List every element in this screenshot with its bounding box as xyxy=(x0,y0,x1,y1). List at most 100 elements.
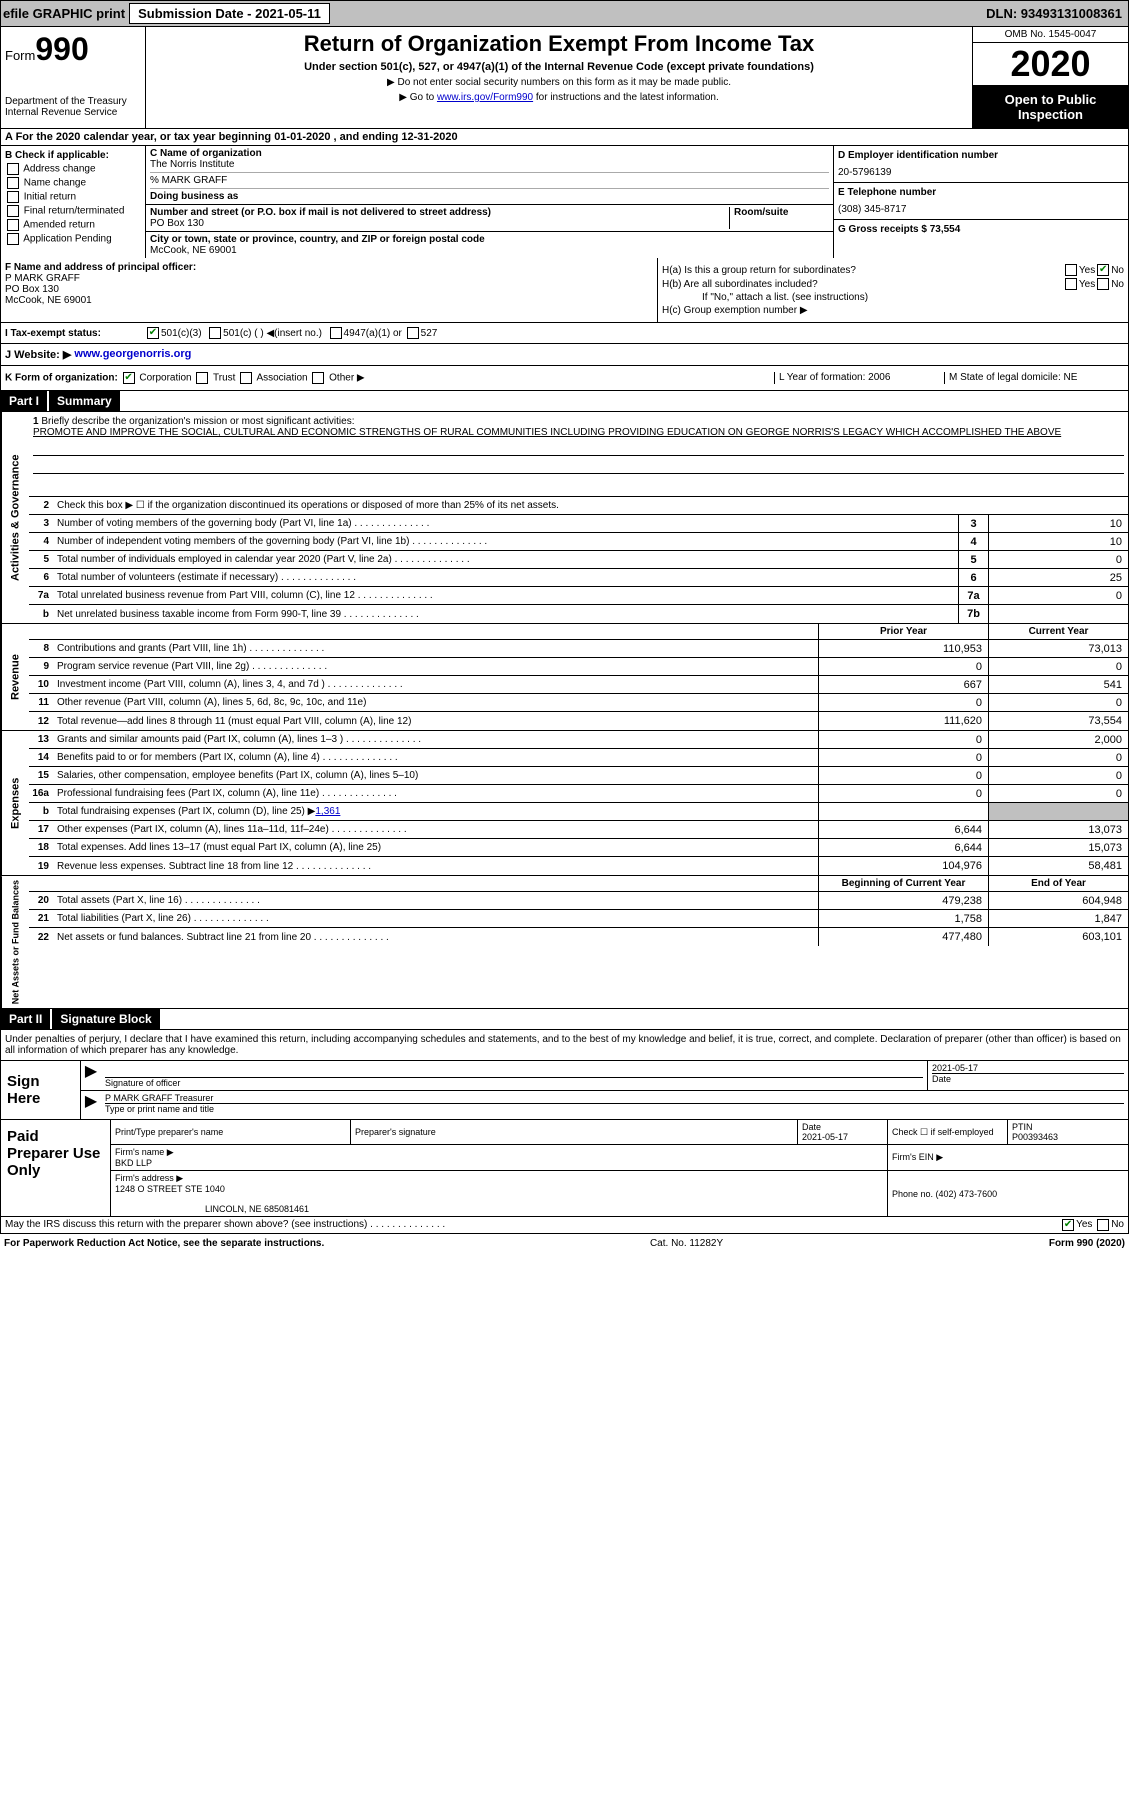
v7a: 0 xyxy=(988,587,1128,604)
p22: 477,480 xyxy=(818,928,988,946)
phone-value: (308) 345-8717 xyxy=(838,204,1124,215)
sig-officer-label: Signature of officer xyxy=(105,1077,923,1088)
p17: 6,644 xyxy=(818,821,988,838)
p10: 667 xyxy=(818,676,988,693)
org-city: McCook, NE 69001 xyxy=(150,245,829,256)
irs-label: Internal Revenue Service xyxy=(5,107,141,118)
row-klm: K Form of organization: Corporation Trus… xyxy=(0,366,1129,391)
header-left: Form990 Department of the Treasury Inter… xyxy=(1,27,146,128)
m-state-domicile: M State of legal domicile: NE xyxy=(944,372,1124,384)
officer-name-title: P MARK GRAFF Treasurer xyxy=(105,1093,1124,1103)
line5: Total number of individuals employed in … xyxy=(53,552,958,567)
chk-trust[interactable] xyxy=(196,372,208,384)
summary-expenses: Expenses 13Grants and similar amounts pa… xyxy=(0,731,1129,876)
vtab-revenue: Revenue xyxy=(1,624,29,730)
sign-here-label: Sign Here xyxy=(1,1061,81,1119)
p9: 0 xyxy=(818,658,988,675)
chk-4947[interactable] xyxy=(330,327,342,339)
line4: Number of independent voting members of … xyxy=(53,534,958,549)
chk-address-change[interactable]: Address change xyxy=(5,163,141,175)
row-a-period: A For the 2020 calendar year, or tax yea… xyxy=(0,129,1129,146)
row-i-tax-status: I Tax-exempt status: 501(c)(3) 501(c) ( … xyxy=(0,323,1129,344)
discuss-label: May the IRS discuss this return with the… xyxy=(5,1219,1060,1231)
omb-number: OMB No. 1545-0047 xyxy=(973,27,1128,43)
i-label: I Tax-exempt status: xyxy=(5,328,145,339)
summary-ag: Activities & Governance 1 Briefly descri… xyxy=(0,412,1129,624)
sig-date: 2021-05-17 xyxy=(932,1063,1124,1073)
firm-addr: 1248 O STREET STE 1040 xyxy=(115,1184,883,1194)
ha-no[interactable] xyxy=(1097,264,1109,276)
p20: 479,238 xyxy=(818,892,988,909)
f-label: F Name and address of principal officer: xyxy=(5,262,653,273)
c20: 604,948 xyxy=(988,892,1128,909)
c10: 541 xyxy=(988,676,1128,693)
line13: Grants and similar amounts paid (Part IX… xyxy=(53,732,818,747)
prep-date: 2021-05-17 xyxy=(802,1132,883,1142)
top-bar: efile GRAPHIC print Submission Date - 20… xyxy=(0,0,1129,27)
c19: 58,481 xyxy=(988,857,1128,875)
line7b: Net unrelated business taxable income fr… xyxy=(53,607,958,622)
c22: 603,101 xyxy=(988,928,1128,946)
officer-addr1: PO Box 130 xyxy=(5,284,653,295)
hb-note: If "No," attach a list. (see instruction… xyxy=(662,292,1124,303)
chk-amended-return[interactable]: Amended return xyxy=(5,219,141,231)
chk-application-pending[interactable]: Application Pending xyxy=(5,233,141,245)
k-label: K Form of organization: xyxy=(5,373,118,384)
chk-corp[interactable] xyxy=(123,372,135,384)
chk-name-change[interactable]: Name change xyxy=(5,177,141,189)
line14: Benefits paid to or for members (Part IX… xyxy=(53,750,818,765)
line17: Other expenses (Part IX, column (A), lin… xyxy=(53,822,818,837)
hb-no[interactable] xyxy=(1097,278,1109,290)
arrow-icon: ▶ xyxy=(81,1091,101,1116)
officer-name: P MARK GRAFF xyxy=(5,273,653,284)
line9: Program service revenue (Part VIII, line… xyxy=(53,659,818,674)
ein-value: 20-5796139 xyxy=(838,167,1124,178)
print-name-label: Print/Type preparer's name xyxy=(111,1120,351,1144)
chk-other[interactable] xyxy=(312,372,324,384)
b-label: B Check if applicable: xyxy=(5,150,141,161)
prep-sig-label: Preparer's signature xyxy=(351,1120,798,1144)
discuss-no[interactable] xyxy=(1097,1219,1109,1231)
c9: 0 xyxy=(988,658,1128,675)
self-employed-check[interactable]: Check ☐ if self-employed xyxy=(888,1120,1008,1144)
discuss-yes[interactable] xyxy=(1062,1219,1074,1231)
efile-label: efile GRAPHIC print xyxy=(3,6,125,21)
firm-name-label: Firm's name ▶ xyxy=(115,1147,883,1158)
submission-date: Submission Date - 2021-05-11 xyxy=(129,3,330,24)
footer-discuss: May the IRS discuss this return with the… xyxy=(0,1217,1129,1234)
line3: Number of voting members of the governin… xyxy=(53,516,958,531)
chk-501c[interactable] xyxy=(209,327,221,339)
irs-link[interactable]: www.irs.gov/Form990 xyxy=(437,92,533,103)
chk-initial-return[interactable]: Initial return xyxy=(5,191,141,203)
ptin-label: PTIN xyxy=(1012,1122,1124,1132)
org-address: PO Box 130 xyxy=(150,218,729,229)
open-to-public: Open to Public Inspection xyxy=(973,86,1128,128)
firm-addr-label: Firm's address ▶ xyxy=(115,1173,883,1184)
part2-bar: Part IISignature Block xyxy=(0,1009,1129,1030)
part2-title: Signature Block xyxy=(52,1009,159,1029)
city-label: City or town, state or province, country… xyxy=(150,234,829,245)
header-right: OMB No. 1545-0047 2020 Open to Public In… xyxy=(973,27,1128,128)
firm-ein-label: Firm's EIN ▶ xyxy=(888,1145,1128,1170)
ha-yes[interactable] xyxy=(1065,264,1077,276)
sig-date-label: Date xyxy=(932,1073,1124,1084)
hb-yes[interactable] xyxy=(1065,278,1077,290)
p12: 111,620 xyxy=(818,712,988,730)
cat-no: Cat. No. 11282Y xyxy=(324,1238,1049,1249)
chk-assoc[interactable] xyxy=(240,372,252,384)
v5: 0 xyxy=(988,551,1128,568)
j-label: J Website: ▶ xyxy=(5,348,71,361)
row-fh: F Name and address of principal officer:… xyxy=(0,258,1129,323)
v7b xyxy=(988,605,1128,623)
form-header: Form990 Department of the Treasury Inter… xyxy=(0,27,1129,129)
line19: Revenue less expenses. Subtract line 18 … xyxy=(53,859,818,874)
form-subtitle: Under section 501(c), 527, or 4947(a)(1)… xyxy=(150,61,968,73)
hc-label: H(c) Group exemption number ▶ xyxy=(662,305,1124,316)
line16a: Professional fundraising fees (Part IX, … xyxy=(53,786,818,801)
dept-label: Department of the Treasury xyxy=(5,96,141,107)
v6: 25 xyxy=(988,569,1128,586)
chk-527[interactable] xyxy=(407,327,419,339)
chk-501c3[interactable] xyxy=(147,327,159,339)
website-link[interactable]: www.georgenorris.org xyxy=(74,348,191,361)
chk-final-return[interactable]: Final return/terminated xyxy=(5,205,141,217)
